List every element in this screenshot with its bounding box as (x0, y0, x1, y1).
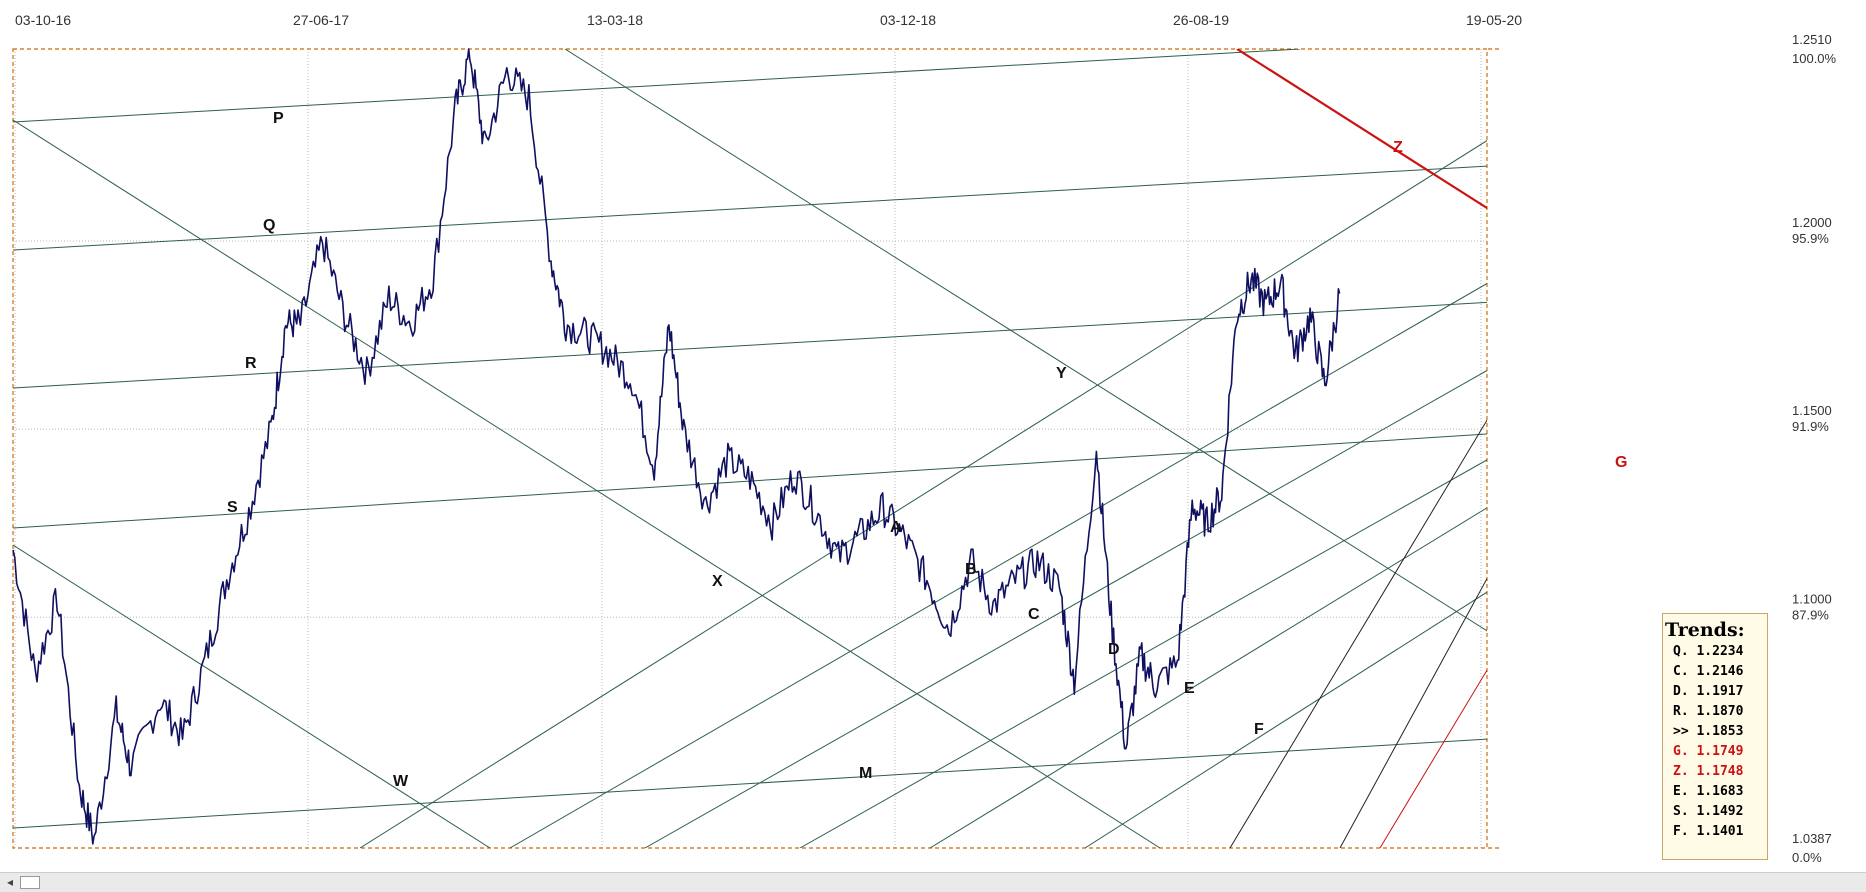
trend-label-b: B (965, 561, 977, 578)
y-percent-label: 95.9% (1792, 231, 1829, 246)
x-tick-label: 19-05-20 (1466, 12, 1522, 28)
trend-line-a (359, 140, 1487, 848)
trend-label-c: C (1028, 606, 1040, 623)
trend-row-value: 1.1870 (1696, 704, 1744, 719)
trend-label-w: W (393, 773, 409, 790)
y-bottom-percent: 0.0% (1792, 850, 1822, 865)
trends-list: Q. 1.2234 C. 1.2146 D. 1.1917 R. 1.1870 >> 1… (1663, 642, 1767, 842)
trend-row-label: >> (1673, 724, 1689, 739)
trend-row: S. 1.1492 (1663, 802, 1767, 822)
y-percent-label: 91.9% (1792, 419, 1829, 434)
trend-line-f (1084, 591, 1487, 848)
trend-line-s (13, 433, 1487, 529)
trend-line-m (13, 738, 1487, 829)
y-tick-label: 1.2000 (1792, 215, 1832, 230)
axis-labels: 03-10-16 27-06-17 13-03-18 03-12-18 26-08-19… (15, 12, 1837, 865)
x-tick-label: 27-06-17 (293, 12, 349, 28)
trend-line-b (509, 282, 1487, 848)
x-tick-label: 26-08-19 (1173, 12, 1229, 28)
trends-panel: Trends: Q. 1.2234 C. 1.2146 D. 1.1917 R. 1.… (1662, 613, 1768, 860)
trend-row: Q. 1.2234 (1663, 642, 1767, 662)
trend-row-value: 1.1492 (1696, 804, 1744, 819)
trend-line-y (564, 49, 1487, 632)
x-tick-label: 03-12-18 (880, 12, 936, 28)
trend-row: F. 1.1401 (1663, 822, 1767, 842)
price-series (12, 48, 1341, 845)
trend-row-value: 1.1917 (1696, 684, 1744, 699)
price-chart: P Q R S W X Y A B C D E F M Z G 03-10-16 27-06-17 13-03-1… (12, 12, 1837, 865)
horizontal-scrollbar[interactable]: ◂ (0, 872, 1866, 892)
scroll-thumb[interactable] (20, 876, 40, 889)
trend-row: R. 1.1870 (1663, 702, 1767, 722)
trend-line-z (1236, 49, 1487, 210)
grid-layer (13, 49, 1487, 848)
plot-frame-border (12, 48, 1488, 849)
x-tick-label: 13-03-18 (587, 12, 643, 28)
trend-line-steep2 (1339, 577, 1487, 848)
trend-row-label: D. (1673, 684, 1689, 699)
trend-row-label: F. (1673, 824, 1689, 839)
trend-line-g (1379, 669, 1487, 848)
x-tick-label: 03-10-16 (15, 12, 71, 28)
scroll-left-icon[interactable]: ◂ (6, 875, 14, 889)
trend-label-f: F (1254, 721, 1264, 738)
trend-label-r: R (245, 355, 257, 372)
y-tick-label: 1.1500 (1792, 403, 1832, 418)
trend-line-steep1 (1229, 419, 1487, 848)
y-top-price: 1.2510 (1792, 32, 1832, 47)
trend-row-label: R. (1673, 704, 1689, 719)
trend-line-w (13, 544, 491, 848)
trend-label-d: D (1108, 641, 1120, 658)
trend-label-x: X (712, 573, 723, 590)
trend-row: >> 1.1853 (1663, 722, 1767, 742)
trend-line-q (13, 165, 1487, 251)
trend-label-y: Y (1056, 365, 1067, 382)
trends-title: Trends: (1665, 619, 1745, 641)
trend-line-r (13, 301, 1487, 389)
trend-label-z: Z (1393, 139, 1403, 156)
trend-row-value: 1.2234 (1696, 644, 1744, 659)
trend-line-x (13, 119, 1161, 848)
trend-label-e: E (1184, 680, 1195, 697)
trend-row-value: 1.1853 (1696, 724, 1744, 739)
trend-row: E. 1.1683 (1663, 782, 1767, 802)
y-bottom-price: 1.0387 (1792, 831, 1832, 846)
trend-row: G. 1.1749 (1663, 742, 1767, 762)
trend-row: C. 1.2146 (1663, 662, 1767, 682)
trend-line-labels: P Q R S W X Y A B C D E F M Z G (227, 110, 1627, 790)
trend-row-label: Q. (1673, 644, 1689, 659)
trend-row: D. 1.1917 (1663, 682, 1767, 702)
trend-label-p: P (273, 110, 284, 127)
trend-lines (13, 49, 1487, 848)
trend-line-p (13, 49, 1301, 123)
trend-row-label: G. (1673, 744, 1689, 759)
trend-row: Z. 1.1748 (1663, 762, 1767, 782)
trend-label-s: S (227, 499, 238, 516)
trend-row-value: 1.1749 (1696, 744, 1744, 759)
trend-row-label: E. (1673, 784, 1689, 799)
trend-line-d (799, 459, 1487, 848)
y-tick-label: 1.1000 (1792, 591, 1832, 606)
trend-label-q: Q (263, 217, 275, 234)
price-series-line (12, 48, 1341, 845)
trend-label-g: G (1615, 454, 1627, 471)
trend-line-e (929, 507, 1487, 848)
trend-row-value: 1.1683 (1696, 784, 1744, 799)
trend-row-value: 1.1748 (1696, 764, 1744, 779)
y-percent-label: 87.9% (1792, 607, 1829, 622)
plot-frame (12, 48, 1500, 849)
trend-row-label: Z. (1673, 764, 1689, 779)
trend-row-label: C. (1673, 664, 1689, 679)
trend-row-label: S. (1673, 804, 1689, 819)
trend-row-value: 1.1401 (1696, 824, 1744, 839)
y-top-percent: 100.0% (1792, 51, 1837, 66)
trend-label-a: A (890, 519, 902, 536)
trend-label-m: M (859, 765, 872, 782)
trend-row-value: 1.2146 (1696, 664, 1744, 679)
